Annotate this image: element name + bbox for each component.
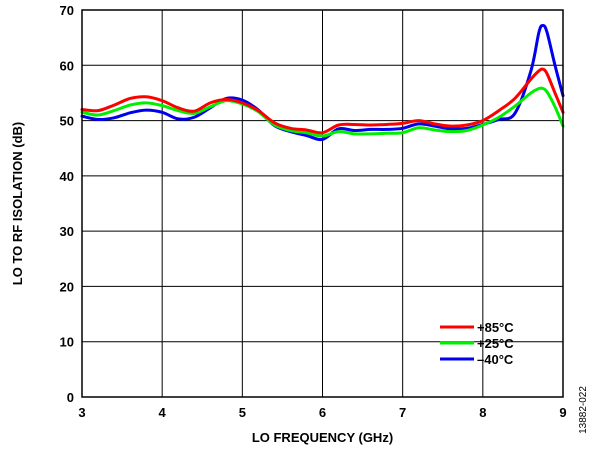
y-tick-label: 10 (60, 335, 74, 350)
y-tick-label: 30 (60, 224, 74, 239)
y-axis-title: LO TO RF ISOLATION (dB) (10, 122, 25, 285)
series-line-2 (80, 23, 565, 142)
y-tick-label: 70 (60, 3, 74, 18)
plot-frame (81, 9, 564, 398)
y-tick-label: 60 (60, 58, 74, 73)
legend: +85°C+25°C–40°C (440, 320, 514, 367)
x-tick-label: 7 (399, 405, 406, 420)
figure-id: 13882-022 (578, 386, 589, 434)
x-tick-label: 4 (159, 405, 167, 420)
series-lines (80, 23, 565, 142)
x-tick-label: 9 (559, 405, 566, 420)
y-tick-labels: 0 10 20 30 40 50 60 70 (60, 3, 74, 405)
x-tick-label: 3 (78, 405, 85, 420)
y-tick-label: 20 (60, 279, 74, 294)
x-axis-title: LO FREQUENCY (GHz) (252, 430, 393, 445)
x-tick-label: 5 (239, 405, 246, 420)
legend-label: +25°C (477, 336, 514, 351)
y-tick-label: 50 (60, 114, 74, 129)
x-tick-labels: 3 4 5 6 7 8 9 (78, 405, 566, 420)
y-tick-label: 0 (67, 390, 74, 405)
x-tick-label: 6 (319, 405, 326, 420)
series-line-0 (80, 67, 565, 135)
legend-label: +85°C (477, 320, 514, 335)
series-line-1 (80, 86, 565, 138)
y-tick-label: 40 (60, 169, 74, 184)
legend-label: –40°C (477, 352, 514, 367)
x-tick-label: 8 (479, 405, 486, 420)
